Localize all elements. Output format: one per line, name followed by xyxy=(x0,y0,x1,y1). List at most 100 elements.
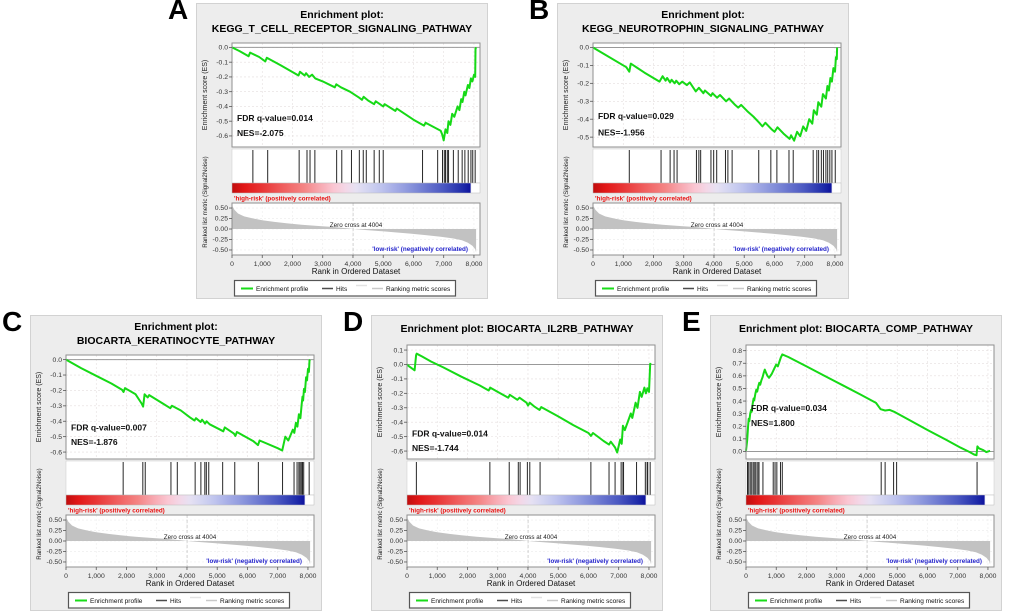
x-axis-label: Rank in Ordered Dataset xyxy=(826,579,915,588)
panel-A: A Enrichment plot: KEGG_T_CELL_RECEPTOR_S… xyxy=(168,0,490,302)
x-axis-ticks: 0 1,000 2,000 3,000 4,000 5,000 6,000 7,000 8,00… xyxy=(64,567,317,580)
nes-annotation: NES=-1.744 xyxy=(412,443,459,453)
metric-tick-label: -0.50 xyxy=(388,559,404,566)
plot-title-line1: Enrichment plot: xyxy=(134,321,217,333)
ranking-metric-area xyxy=(407,517,652,565)
legend-box xyxy=(233,279,457,297)
x-tick-label: 0 xyxy=(64,573,68,580)
x-tick-label: 0 xyxy=(591,261,595,268)
es-tick-label: -0.3 xyxy=(50,403,62,410)
plot-title-line2: KEGG_NEUROTROPHIN_SIGNALING_PATHWAY xyxy=(582,23,824,35)
nes-annotation: NES=-1.956 xyxy=(598,127,645,137)
low-risk-label: 'low-risk' (negatively correlated) xyxy=(372,246,468,253)
high-risk-label: 'high-risk' (positively correlated) xyxy=(234,196,331,203)
low-risk-label: 'low-risk' (negatively correlated) xyxy=(206,558,302,565)
high-risk-label: 'high-risk' (positively correlated) xyxy=(595,196,692,203)
metric-y-axis-ticks: 0.50 0.25 0.00 -0.25 -0.50 xyxy=(213,205,232,254)
x-tick-label: 2,000 xyxy=(798,573,815,580)
es-tick-label: 0.7 xyxy=(733,360,743,367)
plot-title-line2: KEGG_T_CELL_RECEPTOR_SIGNALING_PATHWAY xyxy=(212,23,472,35)
plot-title-line1: Enrichment plot: xyxy=(300,9,383,21)
es-tick-label: -0.2 xyxy=(391,391,403,398)
x-tick-label: 8,000 xyxy=(299,573,316,580)
hits-strip-background xyxy=(406,460,656,496)
x-tick-label: 5,000 xyxy=(209,573,226,580)
x-tick-label: 5,000 xyxy=(375,261,392,268)
metric-tick-label: -0.25 xyxy=(388,549,404,556)
x-tick-label: 3,000 xyxy=(314,261,331,268)
x-tick-label: 0 xyxy=(230,261,234,268)
nes-annotation: NES=-2.075 xyxy=(237,128,284,138)
legend-metric-label: Ranking metric scores xyxy=(747,286,812,293)
metric-tick-label: 0.50 xyxy=(49,517,62,524)
x-axis-ticks: 0 1,000 2,000 3,000 4,000 5,000 6,000 7,000 8,00… xyxy=(405,567,658,580)
x-tick-label: 5,000 xyxy=(889,573,906,580)
hits-strip-background xyxy=(745,460,995,496)
x-tick-label: 8,000 xyxy=(979,573,996,580)
es-tick-label: -0.5 xyxy=(577,134,589,141)
rank-gradient-bar xyxy=(231,182,481,194)
metric-tick-label: 0.25 xyxy=(729,528,742,535)
x-tick-label: 1,000 xyxy=(429,573,446,580)
high-risk-label: 'high-risk' (positively correlated) xyxy=(409,508,506,515)
ranking-metric-area xyxy=(66,517,311,565)
metric-tick-label: 0.50 xyxy=(390,517,403,524)
es-tick-label: 0.0 xyxy=(53,357,63,364)
es-tick-label: -0.1 xyxy=(50,372,62,379)
plot-title-line2: BIOCARTA_KERATINOCYTE_PATHWAY xyxy=(77,335,275,347)
x-tick-label: 2,000 xyxy=(645,261,662,268)
gsea-plot-B: Enrichment plot: KEGG_NEUROTROPHIN_SIGNAL… xyxy=(557,3,849,299)
es-plot-frame xyxy=(745,344,995,460)
zero-cross-label: Zero cross at 4004 xyxy=(691,222,744,229)
es-plot-frame xyxy=(406,344,656,460)
x-tick-label: 6,000 xyxy=(919,573,936,580)
rank-gradient-bar xyxy=(745,494,995,506)
x-tick-label: 1,000 xyxy=(768,573,785,580)
metric-tick-label: 0.25 xyxy=(49,528,62,535)
es-tick-label: -0.4 xyxy=(391,419,403,426)
x-tick-label: 7,000 xyxy=(269,573,286,580)
panel-label-E: E xyxy=(682,306,701,337)
legend-metric-label: Ranking metric scores xyxy=(220,598,285,605)
x-tick-label: 3,000 xyxy=(489,573,506,580)
fdr-annotation: FDR q-value=0.029 xyxy=(598,111,674,121)
es-tick-label: -0.6 xyxy=(50,449,62,456)
es-tick-label: 0.3 xyxy=(733,411,743,418)
metric-y-axis-ticks: 0.50 0.25 0.00 -0.25 -0.50 xyxy=(388,517,407,566)
metric-tick-label: 0.00 xyxy=(49,538,62,545)
legend-enrichment-label: Enrichment profile xyxy=(770,598,823,605)
metric-tick-label: -0.50 xyxy=(47,559,63,566)
metric-axis-label: Ranked list metric (Signal2Noise) xyxy=(716,468,723,559)
enrichment-profile-curve xyxy=(231,46,478,142)
x-axis-ticks: 0 1,000 2,000 3,000 4,000 5,000 6,000 7,000 8,00… xyxy=(744,567,997,580)
es-tick-label: -0.3 xyxy=(391,405,403,412)
es-plot-frame xyxy=(592,42,842,148)
x-tick-label: 7,000 xyxy=(435,261,452,268)
hit-marks xyxy=(628,150,836,183)
zero-cross-label: Zero cross at 4004 xyxy=(505,534,558,541)
panel-label-A: A xyxy=(168,0,189,25)
x-axis-label: Rank in Ordered Dataset xyxy=(673,267,762,276)
legend-enrichment-label: Enrichment profile xyxy=(90,598,143,605)
fdr-annotation: FDR q-value=0.014 xyxy=(412,429,488,439)
zero-cross-label: Zero cross at 4004 xyxy=(164,534,217,541)
x-axis-ticks: 0 1,000 2,000 3,000 4,000 5,000 6,000 7,000 8,00… xyxy=(591,255,844,268)
es-plot-background xyxy=(66,355,314,459)
es-tick-label: 0.8 xyxy=(733,348,743,355)
x-tick-label: 8,000 xyxy=(826,261,843,268)
es-tick-label: 0.6 xyxy=(733,373,743,380)
x-tick-label: 1,000 xyxy=(254,261,271,268)
rank-gradient-bar xyxy=(65,494,315,506)
es-tick-label: -0.2 xyxy=(577,81,589,88)
high-risk-label: 'high-risk' (positively correlated) xyxy=(748,508,845,515)
es-tick-label: -0.5 xyxy=(50,434,62,441)
es-tick-label: -0.6 xyxy=(391,448,403,455)
metric-tick-label: -0.25 xyxy=(574,237,590,244)
es-plot-background xyxy=(407,345,655,459)
x-tick-label: 1,000 xyxy=(615,261,632,268)
x-tick-label: 7,000 xyxy=(610,573,627,580)
low-risk-label: 'low-risk' (negatively correlated) xyxy=(886,558,982,565)
panel-D: D Enrichment plot: BIOCARTA_IL2RB_PATHWA… xyxy=(343,306,665,614)
es-axis-label: Enrichment score (ES) xyxy=(563,60,570,130)
hit-marks xyxy=(122,462,310,495)
